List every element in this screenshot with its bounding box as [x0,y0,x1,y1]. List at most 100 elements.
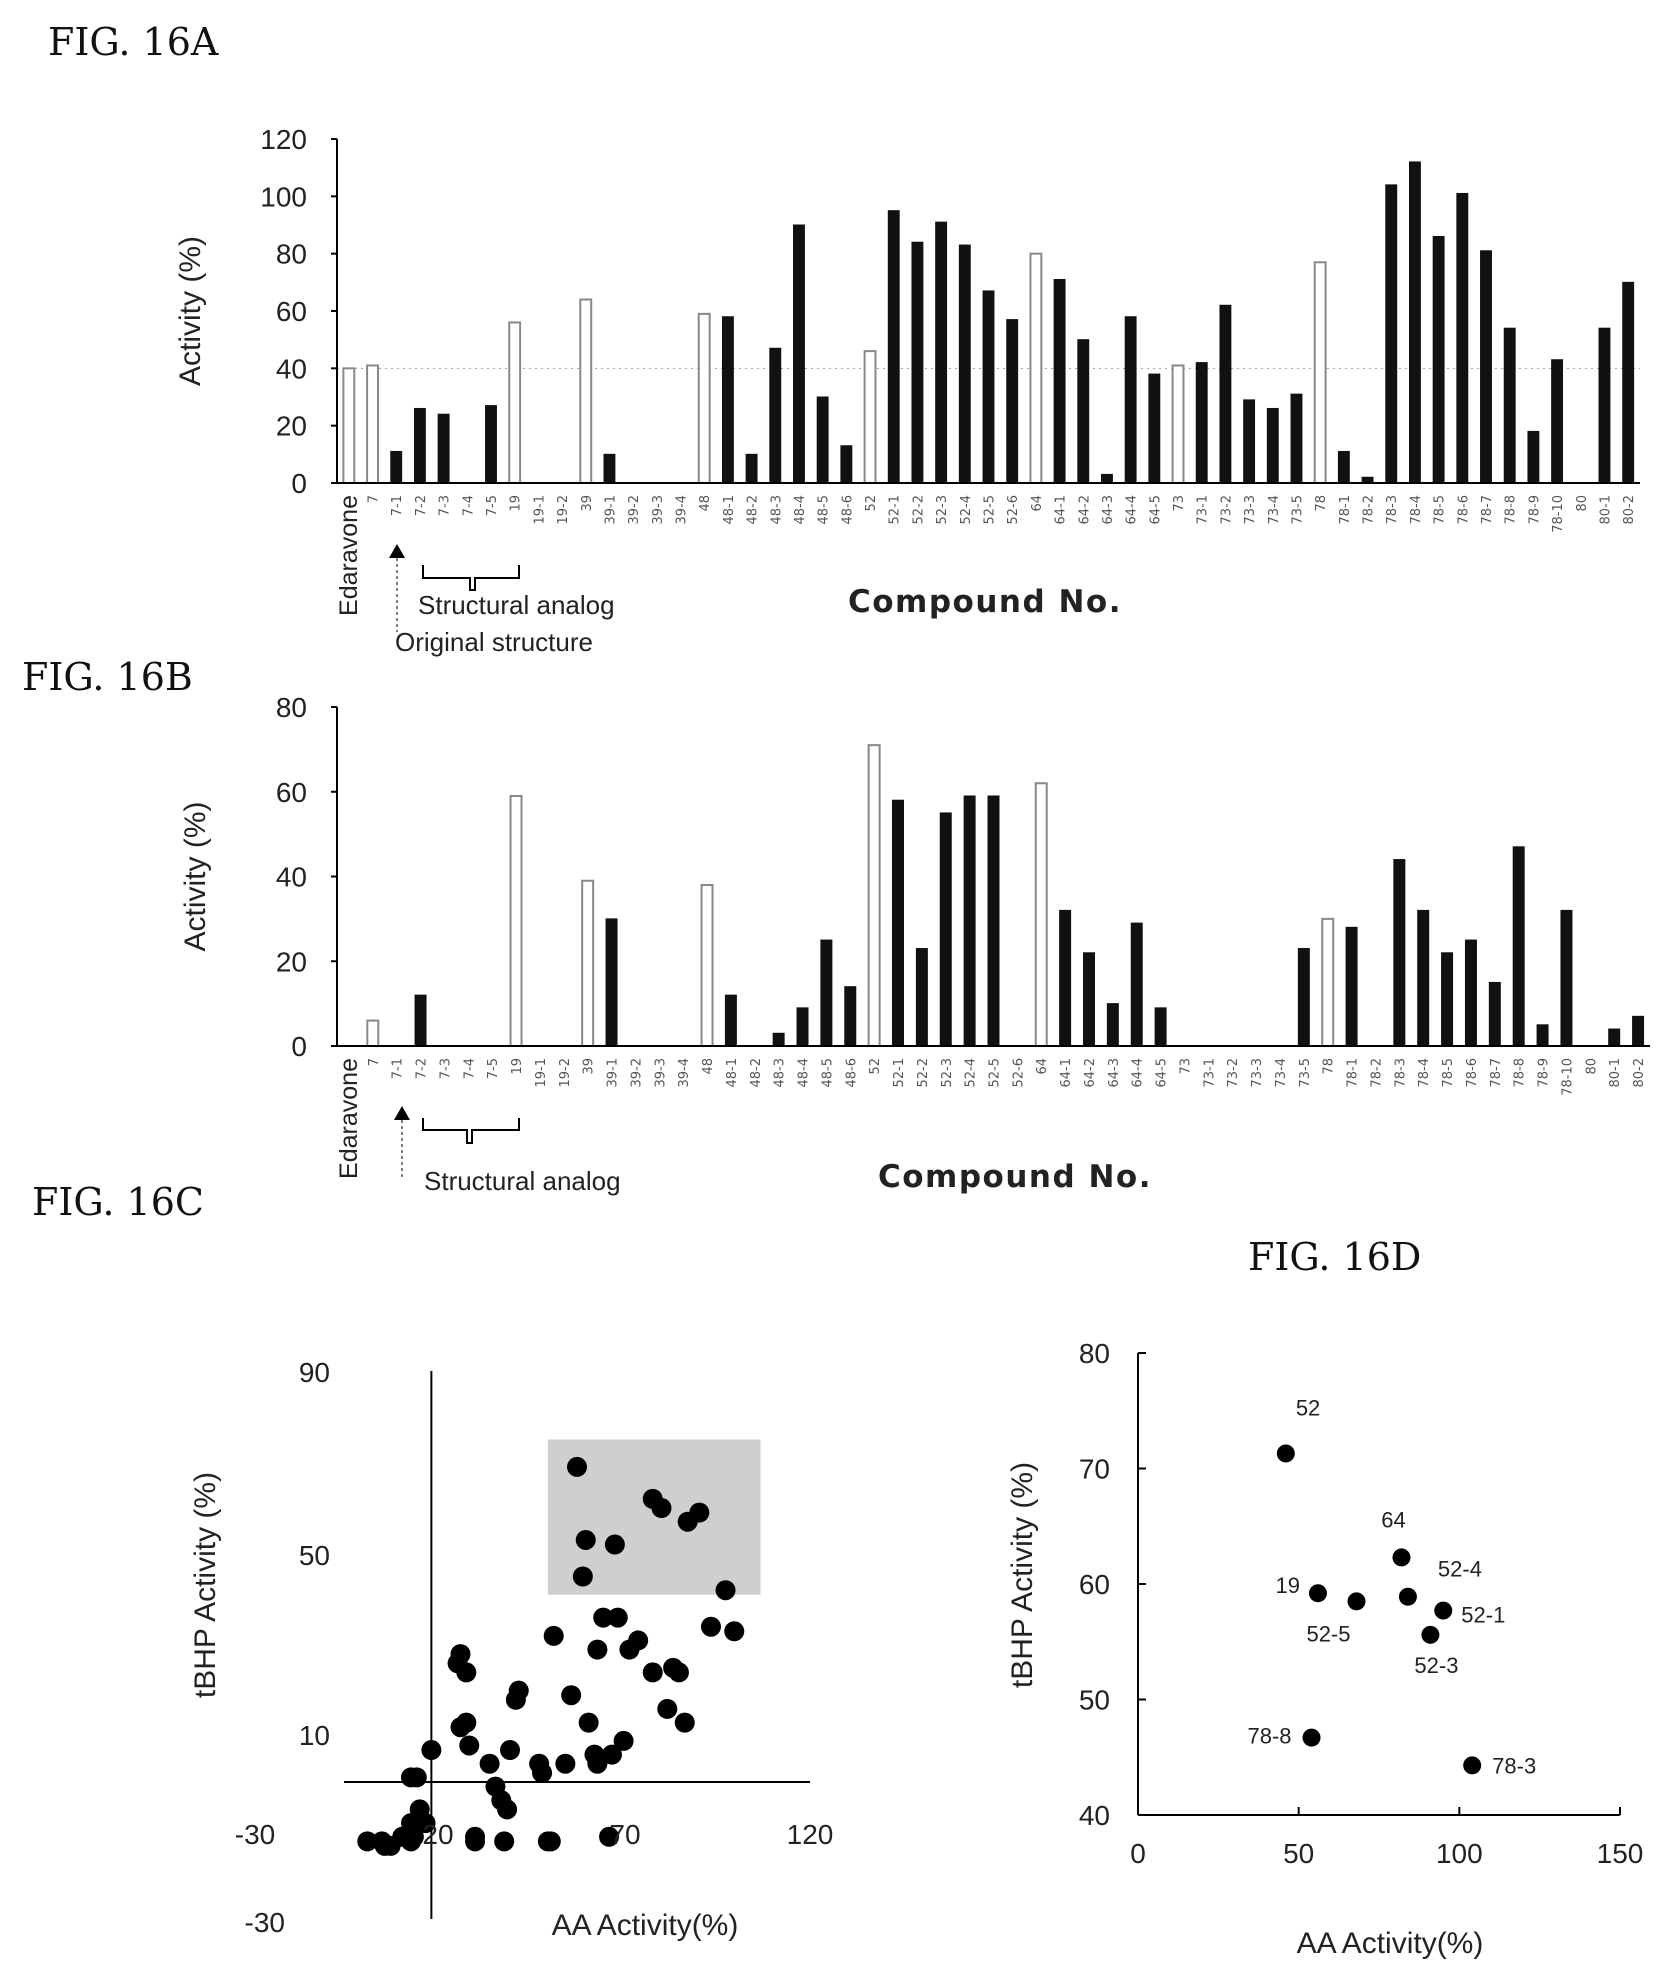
y-axis-label: Activity (%) [179,802,212,952]
data-point [421,1740,442,1761]
data-point-78-8 [1302,1728,1321,1747]
y-tick-label: 50 [299,1540,330,1571]
x-tick-label: 20 [422,1819,453,1850]
bar-19 [509,794,523,1047]
bar-52-5 [982,290,995,484]
y-tick-label: 60 [1079,1569,1110,1600]
bar-73-5 [1297,948,1310,1047]
y-tick-label: 80 [276,239,307,270]
category-label: 78-1 [1338,495,1353,525]
category-label: 48-4 [793,495,808,525]
category-label: 73 [1172,495,1187,512]
y-tick-label: 120 [260,124,307,155]
analog-bracket [422,1118,520,1144]
structural-analog-label: Structural analog [418,590,615,620]
bar-64-2 [1077,339,1090,484]
bar-80-2 [1622,281,1635,484]
bar-78-5 [1441,952,1454,1047]
data-point-52-5 [1347,1592,1366,1611]
category-label: 39-1 [603,495,618,525]
bar-39-1 [603,453,616,484]
category-label: 78-2 [1362,495,1377,525]
category-label: 52-3 [940,1058,955,1088]
structural-analog-label: Structural analog [424,1166,621,1196]
data-point [406,1767,427,1788]
category-label: 7-4 [462,1058,477,1079]
category-label: 7-5 [486,1058,501,1079]
y-tick-label: 0 [291,468,307,499]
data-point-52-3 [1421,1625,1440,1644]
bar-80-2 [1632,1015,1645,1047]
bar-73-3 [1243,399,1256,484]
category-label: 78-2 [1369,1058,1384,1088]
figure-16a-label: FIG. 16A [48,20,219,64]
bar-73-5 [1290,393,1303,484]
category-label: 80 [1575,495,1590,512]
category-label: 48-3 [769,495,784,525]
category-label: 52-4 [959,495,974,525]
category-label: 78-7 [1489,1058,1504,1088]
category-label: 7-2 [415,1058,430,1079]
category-label: 64-1 [1059,1058,1074,1088]
category-label: 64 [1035,1058,1050,1075]
bar-80-1 [1598,327,1611,484]
bar-7 [366,364,379,485]
data-point [497,1799,518,1820]
bar-7-2 [414,994,427,1047]
category-label: 78-3 [1385,495,1400,525]
category-label: 73-5 [1298,1058,1313,1088]
category-label: 52-2 [916,1058,931,1088]
bar-39-1 [605,918,618,1047]
chart-16a: Edaravone 7 7-1 7-2 7-3 7-4 7-5 19 19-1 19-2 39 39-… [174,124,1640,620]
annotation-16b: Structural analog [394,1106,621,1196]
data-point [508,1680,529,1701]
x-tick-label: 150 [1597,1838,1644,1869]
bar-48-2 [745,453,758,484]
y-tick-label: 80 [276,692,307,723]
category-label: 73-4 [1274,1058,1289,1088]
bar-78-8 [1503,327,1516,484]
figure-16b-label: FIG. 16B [22,655,193,699]
category-label: 19-1 [534,1058,549,1088]
category-label: 48-1 [722,495,737,525]
data-point [555,1753,576,1774]
analog-bracket [422,565,520,591]
bar-64-2 [1083,952,1095,1047]
category-label: 52-3 [935,495,950,525]
category-label: 73-1 [1202,1058,1217,1088]
bar-52-1 [887,210,900,484]
y-tick-label: 40 [1079,1800,1110,1831]
bar-48-3 [772,1032,785,1047]
category-label: 73-2 [1226,1058,1241,1088]
data-point [575,1529,596,1550]
bar-Edaravone [342,367,356,485]
category-label: 7-3 [438,495,453,516]
category-label: 7-2 [414,495,429,516]
category-label: 64-5 [1148,495,1163,525]
category-label: 48-6 [844,1058,859,1088]
bar-80-1 [1608,1028,1621,1047]
arrow-up-icon [389,544,405,558]
category-label: 64-2 [1077,495,1092,525]
category-label: 52-6 [1011,1058,1026,1088]
data-point [651,1498,672,1518]
data-point [479,1753,500,1774]
bar-64-1 [1053,278,1066,484]
bar-48-4 [793,224,805,484]
y-tick-label: 20 [276,411,307,442]
data-point [601,1744,622,1765]
category-label: 78-8 [1504,495,1519,525]
data-point-52 [1276,1444,1295,1463]
category-label: 48-4 [797,1058,812,1088]
bar-78-6 [1464,939,1477,1047]
data-point [593,1607,614,1628]
category-label: 7 [367,495,382,503]
x-axis-label: Compound No. [878,1159,1152,1195]
bar-78-7 [1480,250,1492,484]
category-label: 7-1 [390,495,405,516]
x-axis-label: AA Activity(%) [552,1909,739,1942]
category-label: 39-3 [651,495,666,525]
bar-78-9 [1527,430,1540,484]
data-point [599,1826,620,1847]
bar-48 [697,312,711,484]
